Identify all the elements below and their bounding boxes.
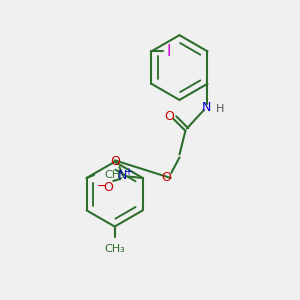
Text: +: +	[124, 167, 132, 177]
Text: N: N	[117, 169, 127, 182]
Text: CH₃: CH₃	[104, 170, 125, 180]
Text: CH₃: CH₃	[104, 244, 125, 254]
Text: N: N	[201, 101, 211, 114]
Text: O: O	[161, 172, 171, 184]
Text: −: −	[97, 180, 108, 193]
Text: I: I	[166, 44, 171, 59]
Text: O: O	[111, 155, 121, 168]
Text: H: H	[216, 104, 224, 114]
Text: O: O	[164, 110, 174, 123]
Text: O: O	[103, 181, 113, 194]
